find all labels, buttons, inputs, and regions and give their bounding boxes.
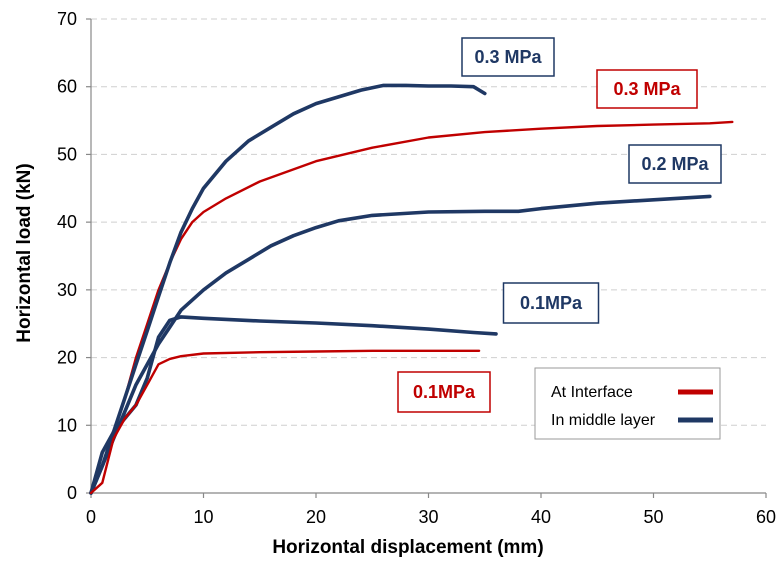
- legend-box: [534, 367, 721, 440]
- annotation-box: [502, 282, 600, 324]
- annotation-box: [596, 69, 698, 109]
- series-lines: [89, 83, 734, 495]
- annotations: 0.3 MPa 0.3 MPa 0.2 MPa 0.1MPa 0.1MPa: [397, 37, 722, 413]
- x-tick-label: 60: [756, 507, 776, 527]
- y-axis-title: Horizontal load (kN): [14, 163, 35, 342]
- annotation-callout: 0.1MPa: [397, 371, 491, 413]
- y-tick-label: 10: [57, 415, 77, 435]
- annotation-callout: 0.3 MPa: [596, 69, 698, 109]
- x-tick-label: 20: [306, 507, 326, 527]
- annotation-label: 0.2 MPa: [641, 154, 709, 174]
- annotation-callout: 0.1MPa: [502, 282, 600, 324]
- legend: At Interface In middle layer: [534, 367, 721, 440]
- annotation-label: 0.1MPa: [413, 382, 476, 402]
- annotation-label: 0.1MPa: [520, 293, 583, 313]
- annotation-callout: 0.3 MPa: [461, 37, 555, 77]
- legend-label: In middle layer: [551, 412, 656, 429]
- x-axis-title: Horizontal displacement (mm): [272, 537, 543, 558]
- legend-label: At Interface: [551, 384, 633, 401]
- annotation-callout: 0.2 MPa: [628, 144, 722, 184]
- x-tick-label: 50: [643, 507, 663, 527]
- x-tick-label: 10: [193, 507, 213, 527]
- y-tick-label: 30: [57, 280, 77, 300]
- series-line-1: [89, 83, 487, 495]
- series-line-3: [89, 315, 498, 495]
- annotation-box: [461, 37, 555, 77]
- series-line-2: [89, 194, 712, 495]
- series-line-4: [89, 349, 481, 495]
- y-tick-label: 0: [67, 483, 77, 503]
- annotation-box: [628, 144, 722, 184]
- y-tick-label: 20: [57, 348, 77, 368]
- annotation-box: [397, 371, 491, 413]
- x-tick-label: 30: [418, 507, 438, 527]
- annotation-label: 0.3 MPa: [474, 47, 542, 67]
- x-tick-label: 40: [531, 507, 551, 527]
- annotation-label: 0.3 MPa: [613, 79, 681, 99]
- axes: 0 10 20 30 40 50 60 70 0 10 20 30 40 50 60: [57, 9, 776, 527]
- x-tick-label: 0: [86, 507, 96, 527]
- y-tick-label: 70: [57, 9, 77, 29]
- y-tick-label: 60: [57, 77, 77, 97]
- y-tick-label: 40: [57, 212, 77, 232]
- y-tick-label: 50: [57, 144, 77, 164]
